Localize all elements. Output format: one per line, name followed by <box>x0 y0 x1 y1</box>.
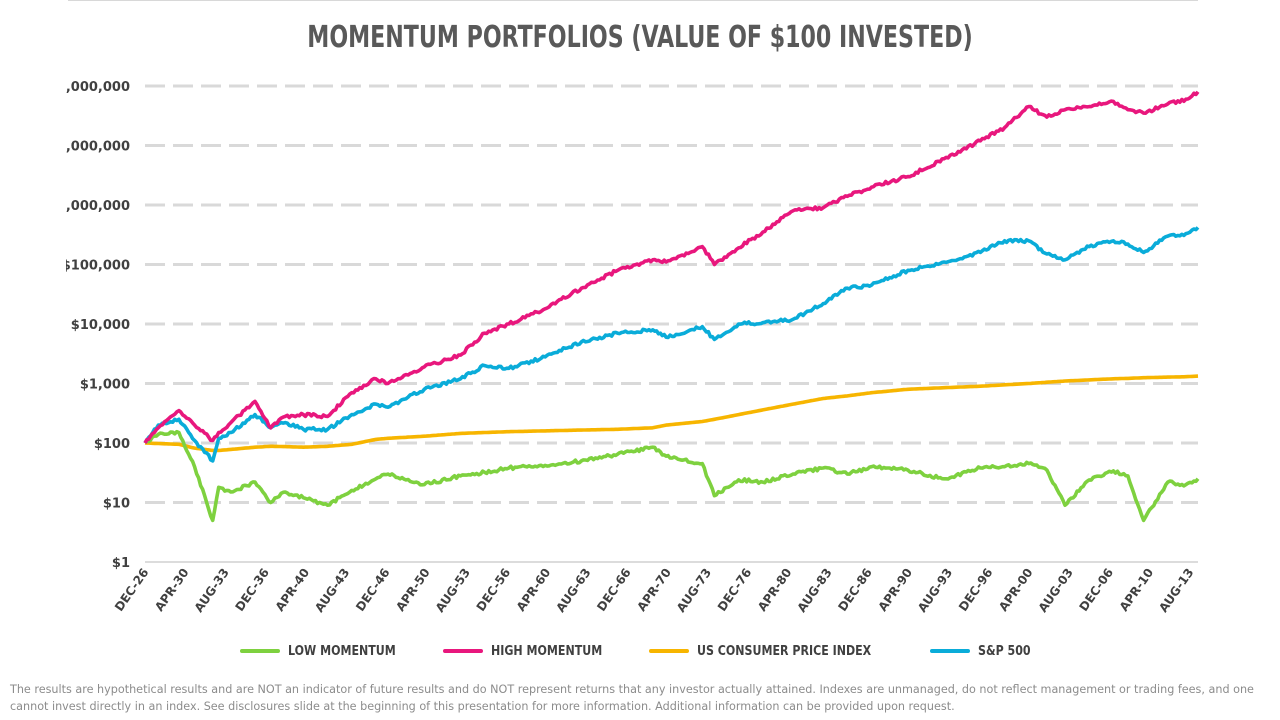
disclaimer-text: The results are hypothetical results and… <box>10 683 1254 713</box>
legend-item-high-momentum: HIGH MOMENTUM <box>442 643 622 659</box>
x-tick-label: AUG-43 <box>312 566 352 615</box>
legend-swatch-cpi <box>649 649 690 653</box>
x-tick-label: DEC-36 <box>233 566 273 614</box>
x-tick-label: DEC-06 <box>1077 566 1117 614</box>
x-tick-label: APR-70 <box>634 566 674 614</box>
x-tick-label: APR-00 <box>996 566 1036 614</box>
x-tick-label: APR-40 <box>273 566 313 614</box>
y-axis-tick-labels: $1 $10 $100 $1,000 $10,000 $100,000 $1,000,000… <box>30 80 130 571</box>
y-tick-label: $10,000 <box>71 318 130 333</box>
y-tick-label: $100,000 <box>62 259 130 274</box>
y-tick-label: $1,000 <box>80 378 130 393</box>
x-tick-label: DEC-26 <box>112 566 152 614</box>
series-line-high-momentum <box>143 90 1200 444</box>
x-tick-label: APR-50 <box>393 566 433 614</box>
legend-label: US CONSUMER PRICE INDEX <box>697 643 872 659</box>
y-tick-label: $10,000,000 <box>39 140 130 155</box>
x-tick-label: DEC-46 <box>353 566 393 614</box>
x-tick-label: AUG-93 <box>915 566 955 615</box>
y-tick-label: $1,000,000 <box>48 199 130 214</box>
x-tick-label: AUG-63 <box>553 566 593 615</box>
legend-item-sp500: S&P 500 <box>930 644 1040 659</box>
x-tick-label: DEC-96 <box>956 566 996 614</box>
series-line-us-consumer-price-index <box>144 374 1199 453</box>
x-tick-label: AUG-13 <box>1156 566 1196 615</box>
x-tick-label: DEC-66 <box>594 566 634 614</box>
x-tick-label: AUG-83 <box>794 566 834 615</box>
series-line-s-p-500 <box>143 226 1200 463</box>
y-tick-label: $100 <box>94 437 130 452</box>
series-lines <box>143 90 1200 523</box>
x-tick-label: DEC-76 <box>715 566 755 614</box>
x-tick-label: APR-90 <box>876 566 916 614</box>
x-tick-label: AUG-53 <box>433 566 473 615</box>
x-axis-tick-labels: DEC-26 APR-30 AUG-33 DEC-36 APR-40 AUG-43 DEC-… <box>112 566 1197 615</box>
x-tick-label: AUG-73 <box>674 566 714 615</box>
chart-title: MOMENTUM PORTFOLIOS (VALUE OF $100 INVES… <box>307 20 973 55</box>
x-tick-label: AUG-33 <box>192 566 232 615</box>
x-tick-label: AUG-03 <box>1036 566 1076 615</box>
legend: LOW MOMENTUM HIGH MOMENTUM US CONSUMER P… <box>0 641 1280 661</box>
x-tick-label: APR-80 <box>755 566 795 614</box>
top-rule <box>68 0 1198 1</box>
series-line-low-momentum <box>143 429 1200 523</box>
y-tick-label: $100,000,000 <box>30 80 130 95</box>
x-tick-label: DEC-86 <box>835 566 875 614</box>
legend-swatch-low-momentum <box>239 649 280 653</box>
x-tick-label: APR-30 <box>152 566 192 614</box>
legend-label: S&P 500 <box>978 643 1031 659</box>
legend-item-low-momentum: LOW MOMENTUM <box>239 643 415 659</box>
y-tick-label: $10 <box>103 497 130 512</box>
legend-label: LOW MOMENTUM <box>287 643 396 659</box>
y-tick-label: $1 <box>112 556 130 571</box>
gridlines <box>145 84 1198 563</box>
x-tick-label: APR-60 <box>514 566 554 614</box>
x-tick-label: APR-10 <box>1117 566 1157 614</box>
legend-item-cpi: US CONSUMER PRICE INDEX <box>649 644 902 659</box>
legend-swatch-high-momentum <box>442 649 483 653</box>
x-tick-label: DEC-56 <box>474 566 514 614</box>
legend-label: HIGH MOMENTUM <box>490 643 602 659</box>
legend-swatch-sp500 <box>930 649 971 653</box>
